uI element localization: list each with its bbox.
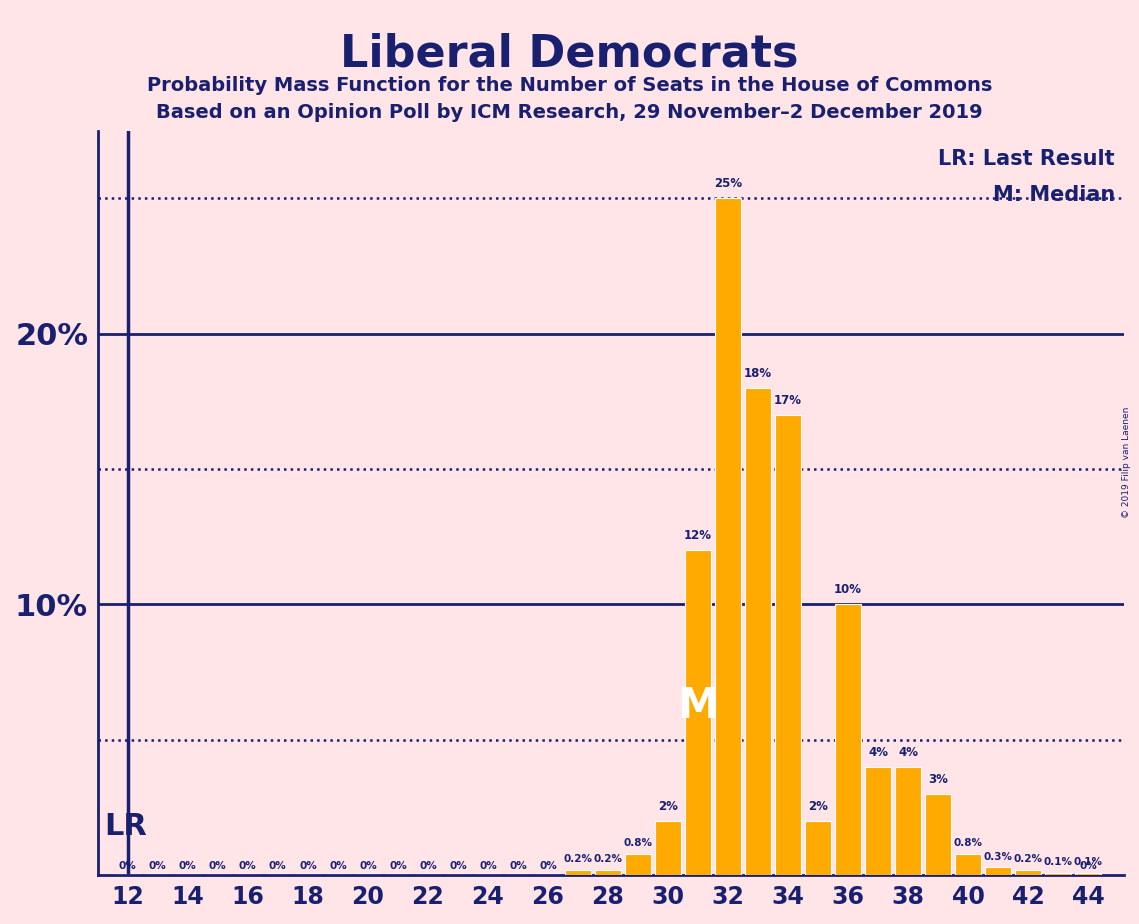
Text: 0%: 0% <box>208 861 227 871</box>
Text: 0.8%: 0.8% <box>623 838 653 848</box>
Bar <box>565 869 591 875</box>
Text: 0.1%: 0.1% <box>1073 857 1103 867</box>
Bar <box>1046 872 1071 875</box>
Bar <box>776 415 801 875</box>
Bar <box>625 854 650 875</box>
Text: 0%: 0% <box>509 861 526 871</box>
Text: 0%: 0% <box>118 861 137 871</box>
Bar <box>715 199 740 875</box>
Bar <box>1075 872 1100 875</box>
Text: 0%: 0% <box>539 861 557 871</box>
Text: 17%: 17% <box>773 394 802 407</box>
Text: 0.3%: 0.3% <box>983 852 1013 862</box>
Bar <box>956 854 981 875</box>
Text: 0%: 0% <box>329 861 346 871</box>
Text: 25%: 25% <box>714 177 741 190</box>
Text: 2%: 2% <box>808 800 828 813</box>
Text: 0%: 0% <box>480 861 497 871</box>
Text: 0%: 0% <box>179 861 197 871</box>
Text: 0%: 0% <box>239 861 256 871</box>
Text: LR: Last Result: LR: Last Result <box>939 150 1115 169</box>
Bar <box>895 767 920 875</box>
Text: M: Median: M: Median <box>993 185 1115 204</box>
Text: 0%: 0% <box>390 861 407 871</box>
Text: 3%: 3% <box>928 772 948 786</box>
Text: LR: LR <box>104 812 147 841</box>
Text: 0%: 0% <box>149 861 166 871</box>
Text: 0.8%: 0.8% <box>953 838 983 848</box>
Bar <box>866 767 891 875</box>
Bar <box>655 821 681 875</box>
Text: 10%: 10% <box>834 583 862 596</box>
Text: 2%: 2% <box>658 800 678 813</box>
Bar <box>835 604 861 875</box>
Text: 12%: 12% <box>683 529 712 542</box>
Text: 0%: 0% <box>419 861 436 871</box>
Bar <box>925 794 951 875</box>
Text: 0.2%: 0.2% <box>564 855 592 865</box>
Text: Probability Mass Function for the Number of Seats in the House of Commons: Probability Mass Function for the Number… <box>147 76 992 95</box>
Text: 0.2%: 0.2% <box>593 855 622 865</box>
Text: 0%: 0% <box>449 861 467 871</box>
Text: 0.1%: 0.1% <box>1043 857 1073 867</box>
Bar <box>596 869 621 875</box>
Text: 0%: 0% <box>269 861 287 871</box>
Bar <box>1015 869 1041 875</box>
Bar <box>805 821 830 875</box>
Text: 4%: 4% <box>898 746 918 759</box>
Text: 0%: 0% <box>1079 861 1097 871</box>
Text: 0.2%: 0.2% <box>1014 855 1042 865</box>
Bar <box>985 867 1010 875</box>
Text: M: M <box>678 686 719 727</box>
Text: © 2019 Filip van Laenen: © 2019 Filip van Laenen <box>1122 407 1131 517</box>
Text: Liberal Democrats: Liberal Democrats <box>341 32 798 76</box>
Text: 18%: 18% <box>744 367 772 380</box>
Text: Based on an Opinion Poll by ICM Research, 29 November–2 December 2019: Based on an Opinion Poll by ICM Research… <box>156 103 983 123</box>
Bar <box>745 388 771 875</box>
Text: 4%: 4% <box>868 746 888 759</box>
Text: 0%: 0% <box>359 861 377 871</box>
Text: 0%: 0% <box>300 861 317 871</box>
Bar <box>686 551 711 875</box>
